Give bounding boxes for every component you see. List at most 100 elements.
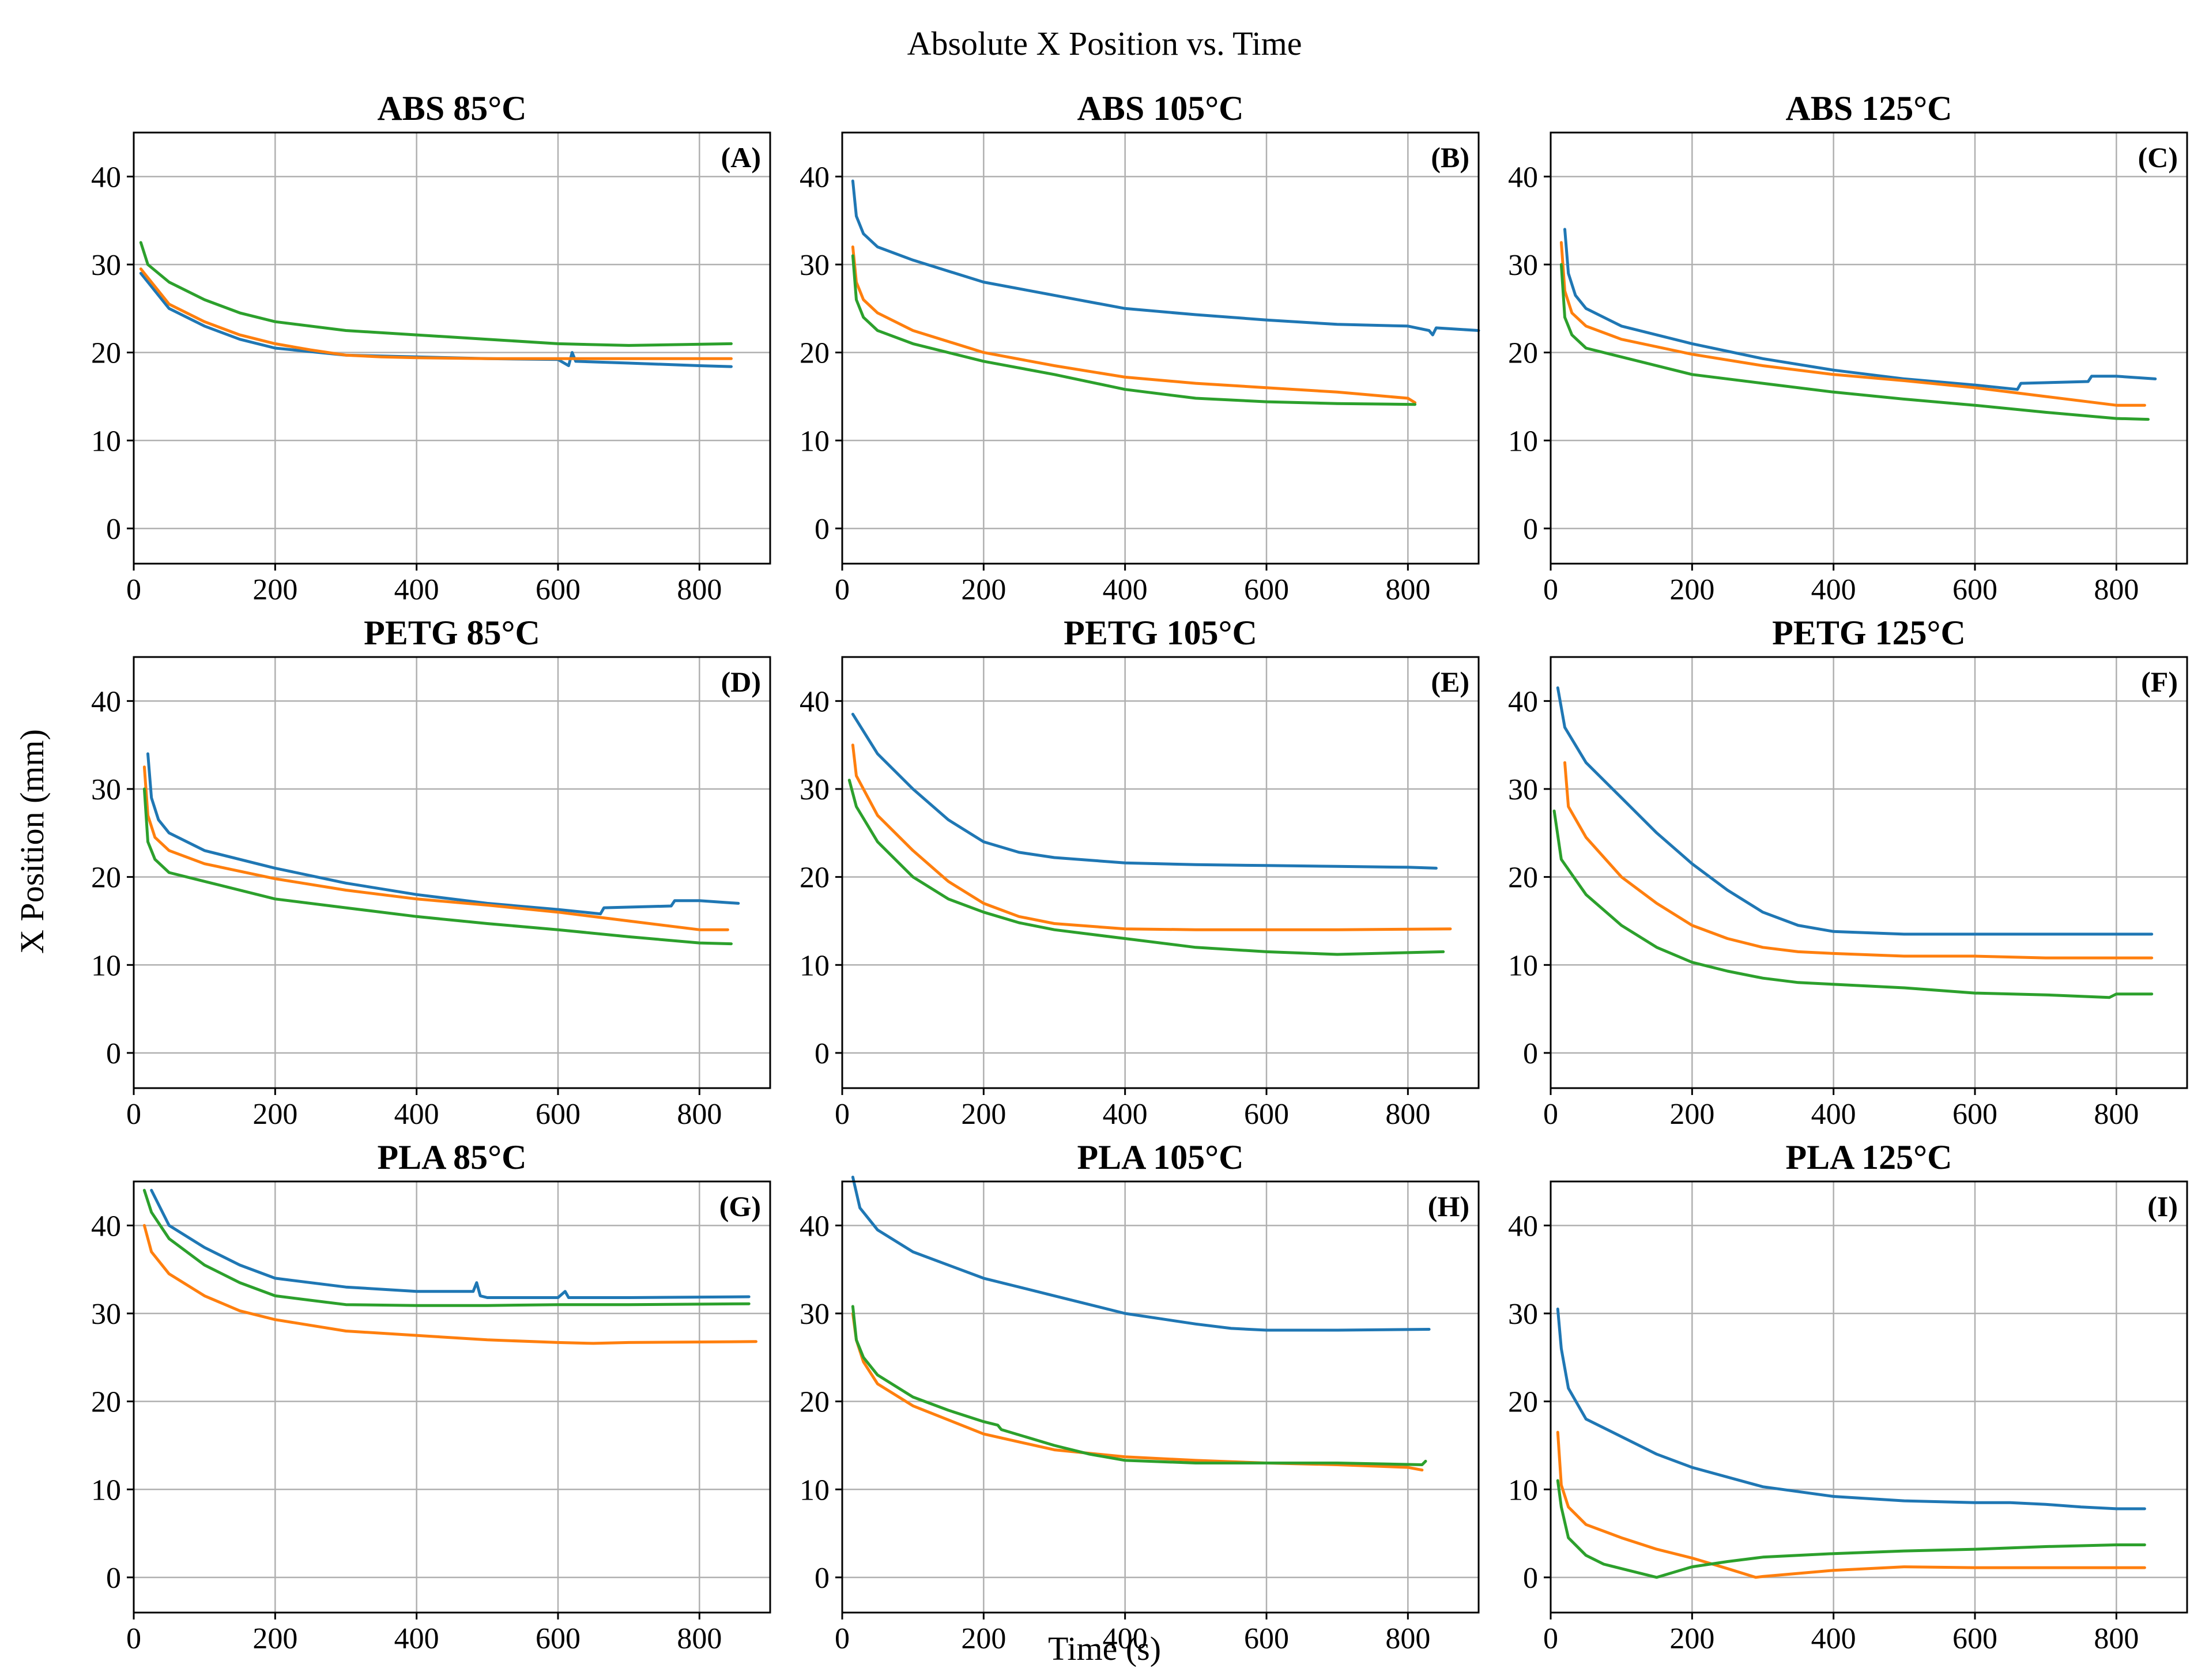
plot-frame: [1550, 131, 2188, 565]
x-tick-label: 800: [2094, 1622, 2139, 1655]
series-line-3: [142, 787, 733, 946]
series-line-1: [851, 179, 1480, 337]
x-tick-label: 600: [1952, 1098, 1997, 1131]
series-line-2: [139, 267, 733, 360]
x-tick-label: 400: [394, 573, 439, 606]
series-line-2: [142, 1224, 757, 1345]
y-tick-label: 30: [1508, 249, 1538, 282]
panel-label: (C): [2138, 141, 2178, 173]
y-tick-label: 40: [800, 161, 830, 194]
panel-label: (D): [721, 666, 761, 698]
y-tick-label: 10: [91, 425, 121, 458]
series-line-3: [851, 1305, 1427, 1466]
panel-label: (I): [2147, 1190, 2178, 1222]
y-tick-label: 10: [91, 949, 121, 982]
y-tick-label: 10: [1508, 425, 1538, 458]
y-tick-label: 20: [91, 337, 121, 370]
x-tick-label: 400: [1103, 1098, 1148, 1131]
y-tick-label: 0: [1523, 1037, 1538, 1070]
y-tick-label: 0: [106, 1562, 121, 1595]
x-tick-label: 200: [252, 1622, 297, 1655]
x-tick-label: 200: [1669, 573, 1714, 606]
x-tick-label: 0: [126, 1622, 141, 1655]
x-tick-label: 600: [536, 573, 580, 606]
x-tick-label: 0: [835, 1098, 850, 1131]
y-tick-label: 40: [91, 1210, 121, 1243]
series-line-2: [851, 245, 1417, 405]
series-line-2: [851, 743, 1452, 931]
y-tick-label: 40: [800, 1210, 830, 1243]
x-tick-label: 800: [677, 1098, 722, 1131]
plot-frame: [841, 1180, 1480, 1614]
y-tick-label: 30: [800, 773, 830, 806]
y-tick-label: 10: [1508, 1474, 1538, 1507]
plot-frame: [841, 656, 1480, 1089]
plot-frame: [841, 131, 1480, 565]
y-tick-label: 10: [800, 949, 830, 982]
series-line-2: [1559, 241, 2146, 407]
x-tick-label: 0: [1543, 1098, 1558, 1131]
x-tick-label: 600: [1244, 573, 1289, 606]
series-line-1: [1563, 228, 2157, 391]
plot-frame: [1550, 656, 2188, 1089]
x-tick-label: 200: [961, 573, 1006, 606]
series-line-3: [847, 779, 1445, 956]
subplot-title: PETG 85°C: [364, 614, 540, 652]
y-tick-label: 10: [800, 425, 830, 458]
y-tick-label: 0: [815, 1037, 830, 1070]
x-tick-label: 400: [1811, 1098, 1856, 1131]
y-tick-label: 20: [91, 862, 121, 894]
series-line-1: [851, 1175, 1431, 1332]
subplot-b: 0 200 400 600 800 0 10 20 30 40 ABS 105°C (B): [800, 89, 1480, 606]
series-line-3: [142, 1188, 751, 1307]
x-tick-label: 400: [1811, 1622, 1856, 1655]
series-line-2: [851, 1312, 1424, 1472]
y-tick-label: 20: [1508, 1386, 1538, 1419]
figure-title: Absolute X Position vs. Time: [907, 25, 1302, 62]
y-tick-label: 30: [91, 249, 121, 282]
subplot-g: 0 200 400 600 800 0 10 20 30 40 PLA 85°C (G): [91, 1138, 771, 1655]
series-line-2: [1563, 761, 2154, 960]
subplot-title: PETG 125°C: [1772, 614, 1966, 652]
x-tick-label: 200: [1669, 1622, 1714, 1655]
plot-frame: [133, 1180, 771, 1614]
y-tick-label: 40: [1508, 161, 1538, 194]
subplot-title: ABS 125°C: [1785, 89, 1952, 127]
x-tick-label: 800: [1385, 573, 1430, 606]
y-tick-label: 30: [800, 249, 830, 282]
x-tick-label: 0: [835, 573, 850, 606]
panel-label: (F): [2141, 666, 2178, 698]
x-tick-label: 400: [1811, 573, 1856, 606]
y-tick-label: 0: [1523, 513, 1538, 546]
y-tick-label: 10: [91, 1474, 121, 1507]
series-line-1: [1556, 1307, 2146, 1511]
series-line-2: [1556, 1430, 2146, 1579]
subplot-title: PETG 105°C: [1064, 614, 1257, 652]
x-tick-label: 800: [1385, 1098, 1430, 1131]
y-tick-label: 20: [800, 337, 830, 370]
x-tick-label: 800: [677, 1622, 722, 1655]
subplot-i: 0 200 400 600 800 0 10 20 30 40 PLA 125°C (I): [1508, 1138, 2188, 1655]
y-tick-label: 20: [800, 862, 830, 894]
x-axis-label: Time (s): [1048, 1630, 1161, 1667]
subplot-e: 0 200 400 600 800 0 10 20 30 40 PETG 105°C (E): [800, 614, 1480, 1131]
y-tick-label: 40: [1508, 685, 1538, 718]
subplot-title: PLA 105°C: [1077, 1138, 1243, 1176]
x-tick-label: 800: [2094, 1098, 2139, 1131]
y-tick-label: 0: [815, 513, 830, 546]
plot-frame: [133, 656, 771, 1089]
panel-label: (B): [1431, 141, 1469, 173]
subplot-title: ABS 105°C: [1077, 89, 1243, 127]
y-tick-label: 20: [800, 1386, 830, 1419]
x-tick-label: 800: [1385, 1622, 1430, 1655]
series-line-1: [150, 1188, 751, 1299]
y-tick-label: 30: [91, 1298, 121, 1331]
y-tick-label: 0: [1523, 1562, 1538, 1595]
subplot-f: 0 200 400 600 800 0 10 20 30 40 PETG 125°C (F): [1508, 614, 2188, 1131]
y-axis-label: X Position (mm): [13, 729, 51, 954]
x-tick-label: 200: [961, 1098, 1006, 1131]
panel-label: (A): [721, 141, 761, 173]
series-line-3: [139, 241, 733, 347]
panel-label: (G): [719, 1190, 761, 1222]
